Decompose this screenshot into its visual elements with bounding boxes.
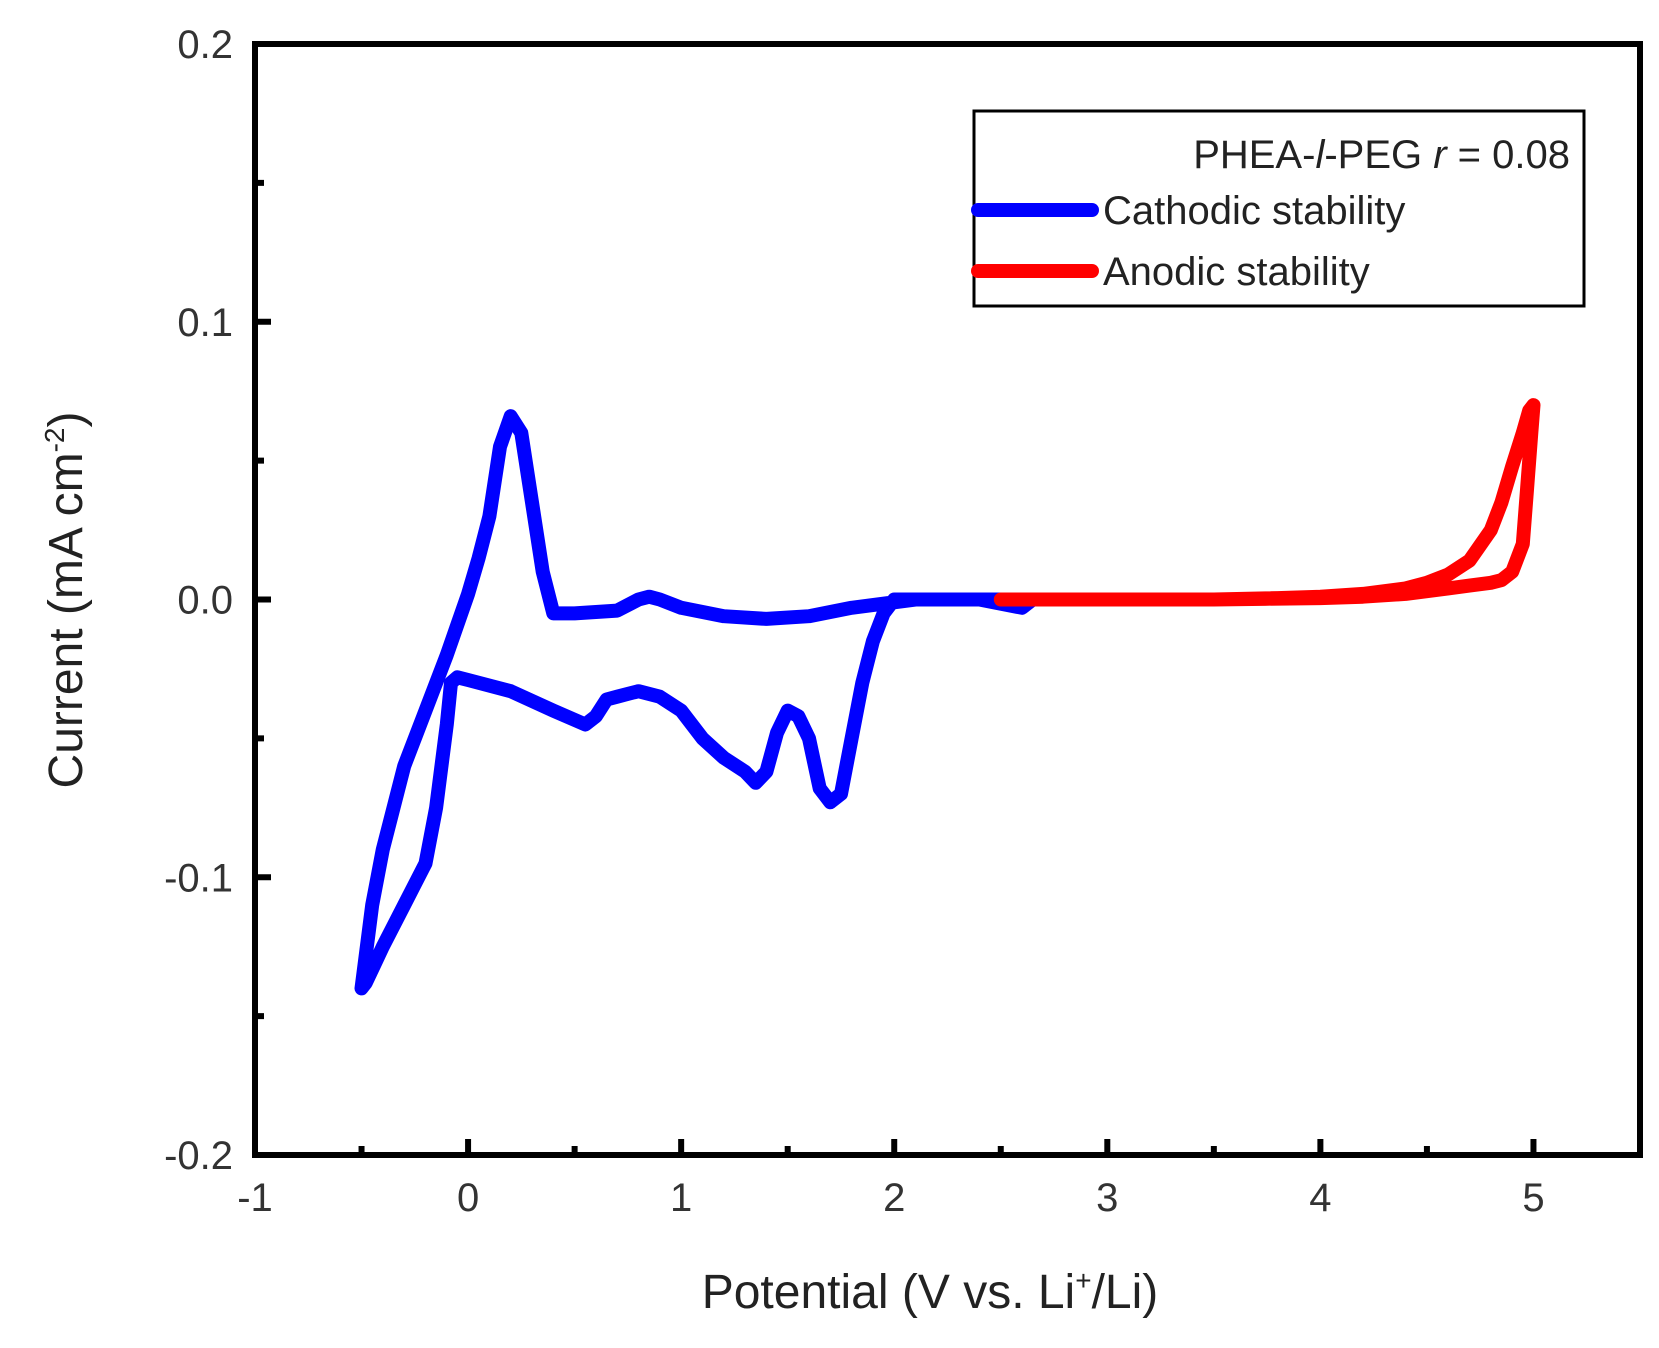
y-tick-label: -0.2 [164, 1134, 233, 1178]
x-tick-label: 2 [883, 1176, 905, 1220]
legend-label-anodic: Anodic stability [1103, 250, 1370, 294]
y-axis-title: Current (mA cm-2) [39, 412, 93, 789]
x-tick-label: 1 [670, 1176, 692, 1220]
minor-ticks [255, 179, 1430, 1155]
y-tick-label: 0.0 [177, 579, 233, 623]
x-axis-title: Potential (V vs. Li+/Li) [702, 1265, 1159, 1319]
x-tick-label: 3 [1096, 1176, 1118, 1220]
y-tick-label: 0.1 [177, 301, 233, 345]
x-tick-label: 5 [1522, 1176, 1544, 1220]
legend-label-cathodic: Cathodic stability [1103, 189, 1405, 233]
plot-area: -1 0 1 2 3 4 5 -0.2 -0.1 0.0 0.1 0.2 [164, 23, 1643, 1220]
legend-header: PHEA-l-PEG r = 0.08 [1193, 133, 1570, 177]
x-tick-label: 4 [1309, 1176, 1331, 1220]
series-layer [354, 398, 1541, 996]
y-axis-ticks: -0.2 -0.1 0.0 0.1 0.2 [164, 23, 271, 1178]
x-tick-label: 0 [457, 1176, 479, 1220]
y-tick-label: 0.2 [177, 23, 233, 67]
series-line-cathodic [354, 409, 1040, 996]
legend: PHEA-l-PEG r = 0.08 Cathodic stability A… [971, 109, 1586, 308]
x-axis-ticks: -1 0 1 2 3 4 5 [237, 1139, 1545, 1220]
x-tick-label: -1 [237, 1176, 273, 1220]
series-line-anodic [993, 398, 1541, 607]
y-tick-label: -0.1 [164, 856, 233, 900]
